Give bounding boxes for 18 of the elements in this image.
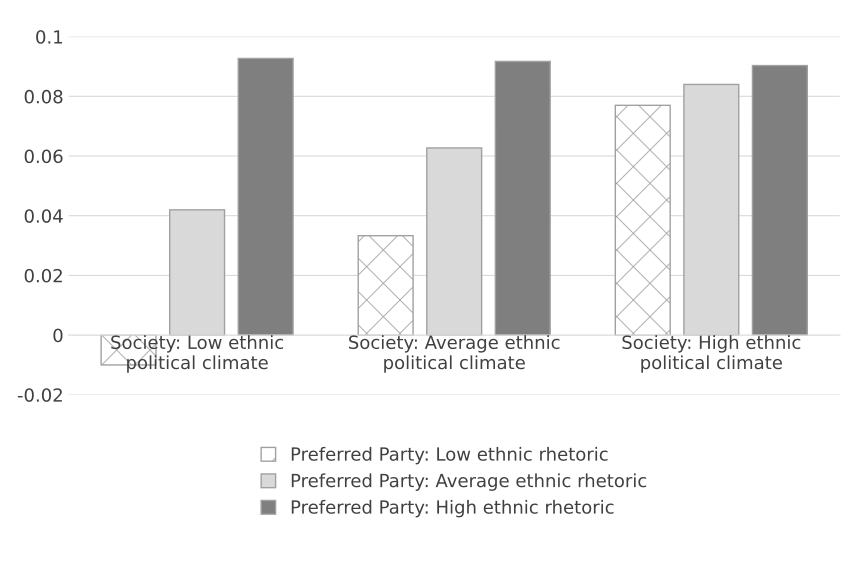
- y-tick-label: 0.08: [24, 90, 62, 104]
- bar: [358, 235, 414, 336]
- x-tick-label: Society: High ethnic political climate: [622, 335, 800, 373]
- y-tick-label: 0.04: [24, 209, 63, 223]
- y-tick-label: 0.1: [36, 30, 62, 44]
- bar: [614, 104, 671, 336]
- x-tick-label: Society: Average ethnic political climate: [349, 335, 560, 373]
- bar: [752, 64, 808, 336]
- y-tick-label: 0: [53, 328, 62, 342]
- bar: [494, 60, 551, 336]
- y-tick-label: 0.02: [24, 268, 62, 283]
- legend-label: Preferred Party: Low ethnic rhetoric: [292, 446, 608, 464]
- legend-label: Preferred Party: High ethnic rhetoric: [292, 500, 614, 518]
- bar: [238, 58, 294, 336]
- y-tick-label: 0.06: [24, 150, 63, 164]
- x-tick-label: Society: Low ethnic political climate: [111, 335, 284, 373]
- y-tick-label: -0.02: [18, 388, 62, 402]
- legend-label: Preferred Party: Average ethnic rhetoric: [292, 473, 646, 491]
